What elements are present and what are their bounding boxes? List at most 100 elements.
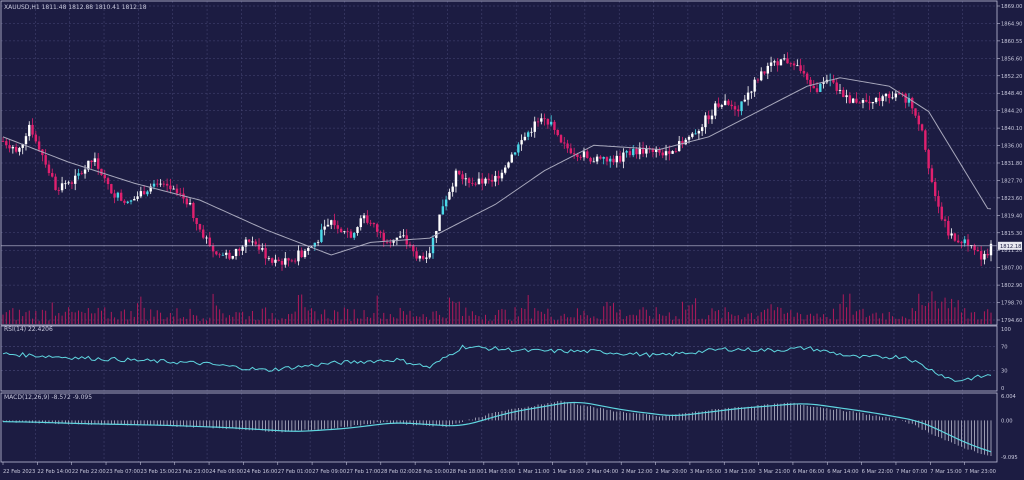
candle-body [707, 115, 710, 120]
candle-body [123, 200, 126, 203]
candle-body [891, 97, 894, 99]
candle-body [812, 85, 815, 89]
candle-body [441, 206, 445, 215]
candle-body [970, 245, 973, 246]
candle-body [979, 251, 983, 260]
price-tick-label: 1860.55 [1001, 39, 1022, 45]
time-axis[interactable]: 22 Feb 2023 22 Feb 14:00 22 Feb 22:00 23 Fe… [2, 462, 996, 475]
candle-body [569, 148, 573, 154]
candle-body [710, 115, 714, 120]
candle-body [592, 161, 596, 163]
candle-body [868, 101, 871, 104]
candle-body [490, 179, 494, 182]
candle-body [448, 191, 451, 200]
candle-body [881, 96, 884, 102]
candle-body [983, 253, 986, 260]
candle-body [517, 144, 520, 153]
candle-body [225, 252, 228, 255]
candle-body [398, 236, 402, 238]
candle-body [175, 188, 179, 194]
panel-frame [0, 325, 998, 392]
candle-body [11, 146, 15, 149]
rsi-line [2, 344, 992, 382]
candle-body [438, 214, 441, 231]
candle-body [44, 155, 47, 165]
current-price-tag [998, 241, 1022, 250]
candle-body [54, 176, 57, 191]
candle-body [956, 240, 960, 243]
candle-body [412, 245, 415, 252]
candle-body [894, 93, 898, 98]
candle-body [789, 63, 792, 65]
candle-body [865, 100, 868, 102]
candle-body [510, 154, 513, 163]
candle-body [714, 103, 717, 116]
candle-body [658, 149, 661, 153]
candle-body [202, 229, 205, 238]
candle-body [356, 227, 359, 233]
candle-body [300, 250, 303, 258]
candle-body [776, 61, 779, 66]
candle-body [487, 178, 490, 180]
candle-body [60, 183, 64, 191]
candle-body [914, 108, 917, 116]
price-axis[interactable]: 1869.00 1864.90 1860.55 1856.60 1852.20 1848.… [997, 4, 1022, 461]
candle-body [937, 196, 940, 207]
candle-body [792, 63, 796, 66]
candle-body [5, 141, 8, 146]
candle-body [316, 241, 320, 243]
candle-body [57, 190, 61, 191]
candle-body [270, 258, 274, 263]
candle-body [444, 199, 448, 207]
candle-body [93, 158, 97, 162]
symbol-info-label: XAUUSD,H1 1811.48 1812.88 1810.41 1812.1… [4, 4, 147, 11]
candle-body [612, 158, 615, 163]
candle-body [425, 257, 428, 259]
candle-body [641, 147, 645, 154]
candle-body [786, 58, 789, 64]
candle-body [723, 100, 727, 106]
candle-body [976, 250, 980, 252]
candle-body [215, 251, 218, 255]
candle-body [169, 185, 172, 190]
time-tick-label: 27 Feb 01:00 [278, 469, 312, 475]
candle-body [116, 192, 120, 198]
candle-body [257, 244, 261, 250]
candle-body [464, 178, 468, 180]
candle-body [668, 151, 671, 154]
rsi-panel[interactable] [1, 344, 997, 382]
macd-title-label: MACD(12,26,9) -8.572 -9.095 [4, 394, 92, 401]
candle-body [986, 253, 989, 256]
candle-body [241, 246, 244, 251]
candle-body [392, 239, 395, 243]
candle-body [700, 127, 704, 132]
candle-body [451, 186, 454, 192]
candle-body [484, 178, 487, 184]
candle-body [805, 73, 809, 80]
candle-body [851, 98, 855, 103]
time-tick-label: 22 Feb 22:00 [72, 469, 106, 475]
price-tick-label: 1831.80 [1001, 161, 1022, 167]
candle-body [284, 258, 287, 265]
chart-grid [1, 1, 997, 462]
candle-body [615, 155, 619, 163]
candle-body [375, 224, 379, 232]
time-tick-label: 24 Feb 08:00 [209, 469, 243, 475]
candle-body [185, 198, 189, 205]
candle-body [389, 242, 392, 243]
candle-body [500, 172, 504, 179]
candle-body [313, 242, 317, 247]
time-tick-label: 1 Mar 19:00 [553, 469, 584, 475]
candle-body [471, 182, 474, 184]
macd-panel[interactable] [2, 400, 992, 457]
candle-body [51, 173, 54, 177]
candle-body [687, 136, 691, 140]
candle-body [274, 259, 277, 263]
time-tick-label: 22 Feb 2023 [3, 469, 35, 475]
candle-body [586, 151, 589, 158]
candle-body [674, 151, 678, 152]
candle-body [497, 175, 500, 179]
candle-body [129, 200, 133, 202]
